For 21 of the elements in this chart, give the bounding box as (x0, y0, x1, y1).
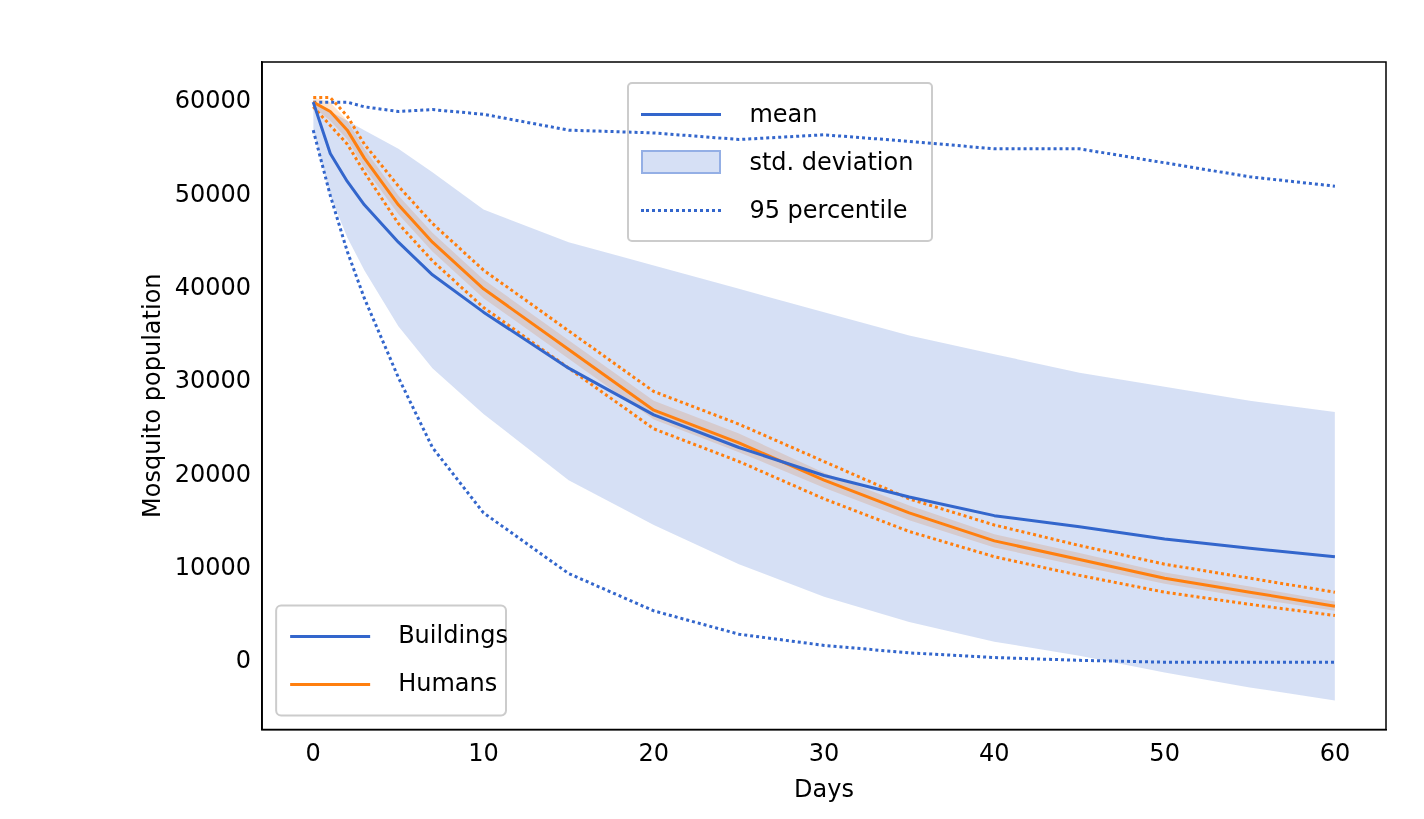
y-tick-label: 20000 (174, 459, 252, 488)
legend-label: Buildings (398, 620, 509, 649)
y-axis-title: Mosquito population (137, 273, 166, 518)
y-tick-label: 40000 (174, 273, 252, 302)
x-tick-label: 0 (305, 739, 321, 768)
y-tick-label: 0 (235, 646, 252, 675)
x-tick-label: 10 (468, 739, 499, 768)
x-tick-label: 30 (808, 739, 840, 768)
x-tick-label: 20 (638, 739, 670, 768)
x-tick-label: 50 (1149, 739, 1180, 768)
annotation: mean (749, 100, 818, 128)
y-tick-label: 10000 (174, 553, 252, 582)
annotation: std. deviation (749, 148, 914, 176)
y-tick-label: 30000 (174, 366, 252, 395)
y-tick-label: 50000 (174, 179, 252, 208)
annotation: 95 percentile (749, 196, 908, 224)
x-tick-label: 60 (1319, 739, 1351, 768)
y-tick-label: 60000 (174, 86, 252, 115)
legend-label: Humans (398, 668, 498, 697)
x-tick-label: 40 (979, 739, 1010, 768)
x-axis-title: Days (794, 774, 855, 803)
